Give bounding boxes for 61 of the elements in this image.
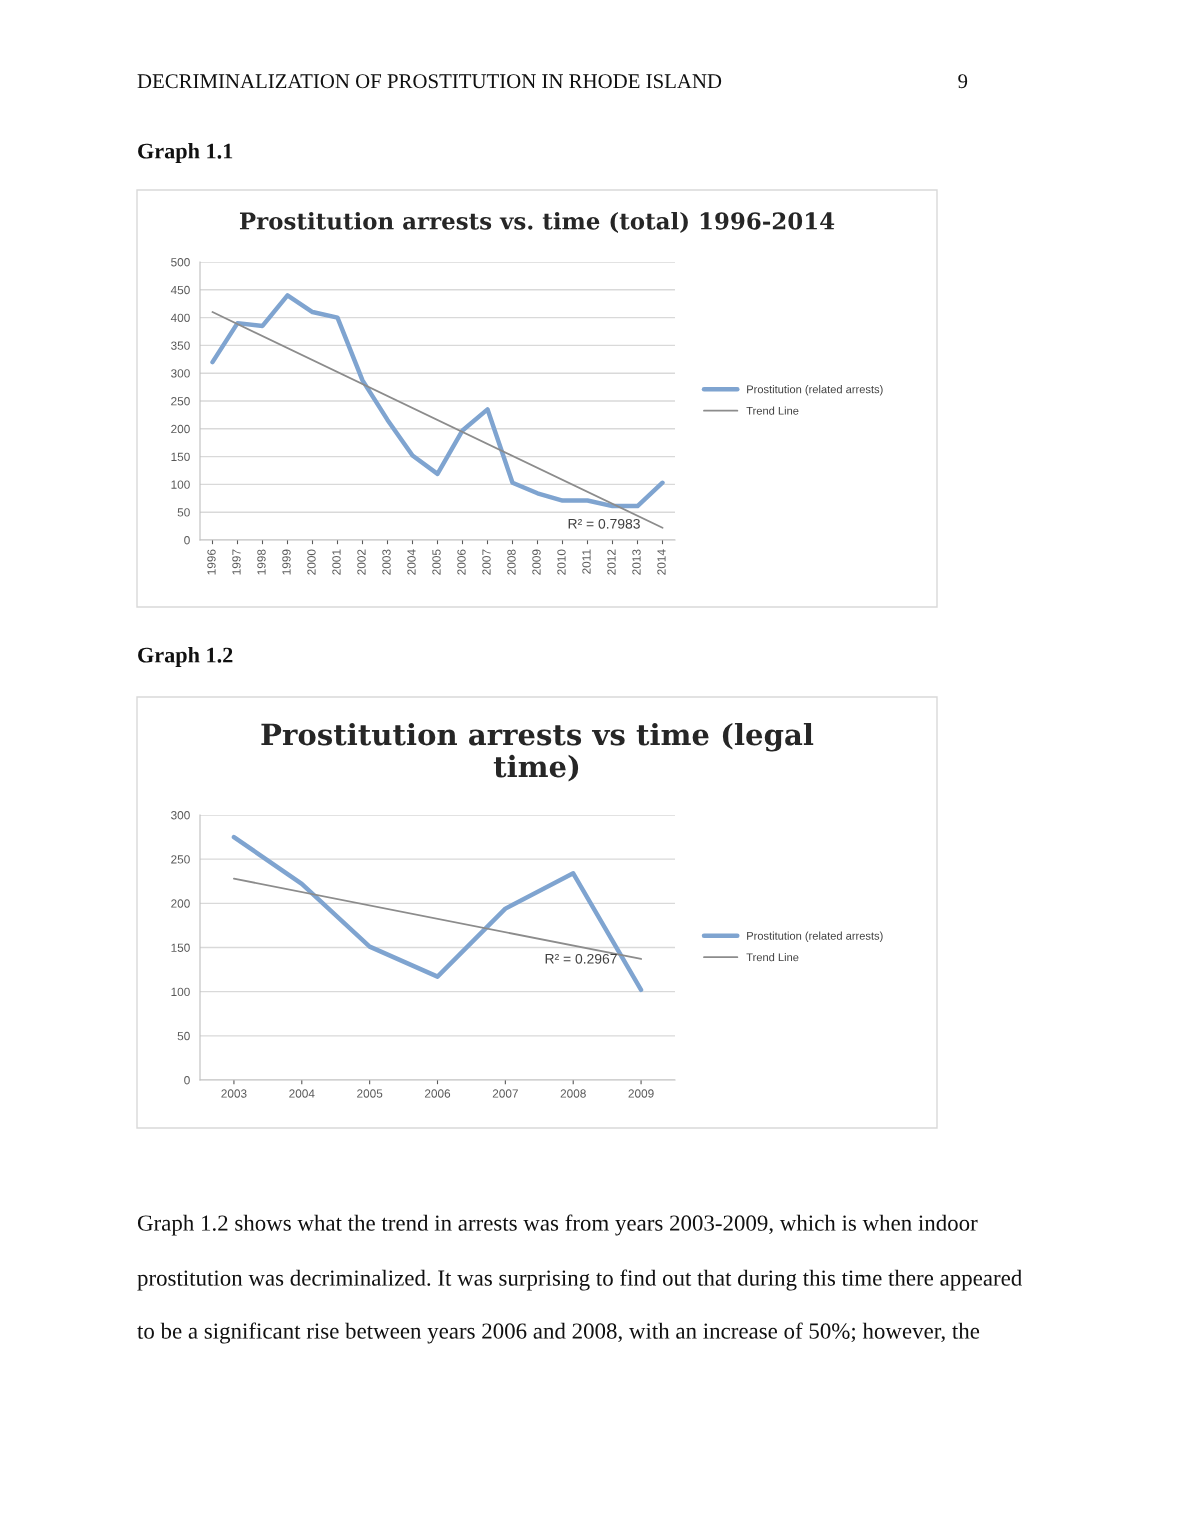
- y-tick-label: 200: [171, 899, 190, 908]
- x-tick-label: 1997: [232, 549, 241, 575]
- y-tick-label: 100: [171, 480, 190, 489]
- text: DECRIMINALIZATION OF PROSTITUTION IN RHODE ISLAND: [137, 74, 722, 89]
- y-tick-label: 500: [171, 258, 190, 267]
- y-tick-label: 300: [171, 369, 190, 378]
- text: to be a significant rise between years 2006 and 2008, with an increase of 50%; however, the: [137, 1322, 980, 1344]
- y-tick-label: 250: [171, 397, 190, 406]
- chart-title: Prostitution arrests vs time (legal time): [261, 722, 814, 782]
- legend-label: Prostitution (related arrests): [747, 385, 883, 396]
- y-tick-label: 100: [171, 987, 190, 997]
- x-tick-label: 2003: [221, 1089, 247, 1098]
- chart-title: Prostitution arrests vs. time (total) 1996-2014: [239, 211, 835, 233]
- x-tick-label: 2004: [289, 1089, 315, 1098]
- y-tick-label: 200: [171, 424, 190, 434]
- annotation: R² = 0.7983: [568, 518, 640, 529]
- x-tick-label: 2010: [557, 549, 566, 575]
- x-tick-label: 2009: [532, 549, 541, 575]
- text: 9: [958, 74, 968, 89]
- y-tick-label: 350: [171, 341, 190, 350]
- x-tick-label: 2007: [492, 1089, 518, 1098]
- y-tick-label: 150: [171, 452, 190, 461]
- annotation: R² = 0.2967: [545, 953, 617, 964]
- legend-label: Prostitution (related arrests): [747, 931, 883, 942]
- x-tick-label: 2011: [582, 549, 591, 574]
- legend-label: Trend Line: [746, 406, 799, 415]
- x-tick-label: 2000: [307, 549, 316, 575]
- x-tick-label: 2003: [382, 549, 391, 575]
- x-tick-label: 2013: [632, 549, 641, 575]
- y-tick-label: 450: [170, 285, 190, 295]
- x-tick-label: 2012: [607, 549, 616, 575]
- x-tick-label: 2014: [657, 549, 666, 575]
- legend-label: Trend Line: [746, 953, 799, 962]
- x-tick-label: 2005: [357, 1089, 383, 1098]
- x-tick-label: 2006: [457, 549, 466, 575]
- y-tick-label: 300: [171, 811, 190, 820]
- x-tick-label: 2005: [432, 549, 441, 575]
- y-tick-label: 50: [177, 508, 190, 517]
- x-tick-label: 1996: [207, 549, 216, 575]
- y-tick-label: 0: [184, 1076, 190, 1085]
- x-tick-label: 2002: [357, 549, 366, 575]
- line-series: [231, 834, 644, 993]
- x-tick-label: 2008: [507, 549, 516, 575]
- x-tick-label: 1999: [282, 549, 291, 575]
- y-tick-label: 50: [177, 1031, 190, 1041]
- y-tick-label: 250: [171, 855, 190, 864]
- x-tick-label: 2004: [407, 549, 416, 575]
- x-tick-label: 1998: [257, 549, 266, 575]
- x-tick-label: 2001: [332, 549, 341, 575]
- x-tick-label: 2007: [482, 549, 491, 575]
- line-series: [210, 293, 665, 509]
- caption: Graph 1.2 shows what the trend in arrests was from years 2003-2009, which is when indoor: [137, 1214, 978, 1236]
- x-tick-label: 2009: [628, 1089, 654, 1098]
- y-tick-label: 150: [171, 943, 190, 952]
- caption: Graph 1.2: [138, 646, 233, 668]
- y-tick-label: 0: [184, 536, 190, 545]
- y-tick-label: 400: [170, 313, 190, 322]
- x-tick-label: 2008: [560, 1089, 586, 1098]
- text: prostitution was decriminalized. It was surprising to find out that during this time there appeared: [137, 1269, 1022, 1291]
- x-tick-label: 2006: [424, 1089, 451, 1098]
- caption: Graph 1.1: [138, 142, 233, 164]
